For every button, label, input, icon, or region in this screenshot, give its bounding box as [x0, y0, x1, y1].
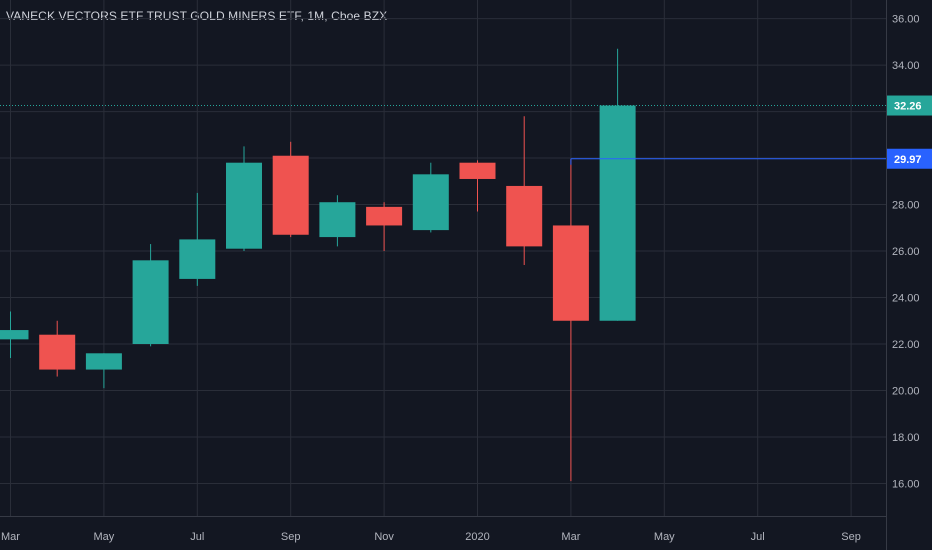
y-tick-label: 28.00 [892, 200, 920, 212]
candle-body [226, 162, 262, 249]
x-tick-label: Sep [281, 531, 301, 543]
candle-body [506, 185, 543, 247]
x-tick-label: May [654, 531, 675, 543]
candle [179, 192, 216, 286]
candle [459, 160, 496, 212]
x-tick-label: Jul [751, 531, 765, 543]
candle [412, 162, 449, 233]
y-tick-label: 18.00 [892, 432, 920, 444]
candle-body [599, 105, 636, 321]
price-badge-label: 29.97 [894, 154, 922, 166]
candle [132, 244, 169, 347]
candle-body [459, 162, 496, 179]
y-tick-label: 20.00 [892, 385, 920, 397]
candle [226, 146, 262, 252]
price-badge [887, 148, 932, 169]
candle-body [319, 202, 356, 238]
price-lines [0, 105, 886, 165]
candle-body [39, 334, 76, 370]
x-tick-label: 2020 [465, 531, 489, 543]
candle [85, 353, 122, 389]
x-tick-label: Jul [190, 531, 204, 543]
x-tick-label: Nov [374, 531, 394, 543]
candle [39, 320, 76, 377]
price-badge-label: 32.26 [894, 101, 922, 113]
y-tick-label: 26.00 [892, 246, 920, 258]
x-tick-label: Mar [1, 531, 20, 543]
candle-body [179, 239, 216, 279]
candle [272, 141, 309, 238]
candle [552, 158, 589, 482]
x-tick-label: Sep [841, 531, 861, 543]
y-tick-label: 22.00 [892, 339, 920, 351]
candle [319, 195, 356, 247]
candle-body [272, 155, 309, 235]
x-tick-label: May [94, 531, 115, 543]
candle-body [0, 330, 29, 340]
candle-body [366, 206, 403, 226]
candle-body [552, 225, 589, 321]
x-tick-label: Mar [561, 531, 580, 543]
price-badge [887, 95, 932, 116]
candle [599, 48, 636, 321]
candles [0, 48, 636, 482]
candle-body [132, 260, 169, 344]
y-tick-label: 24.00 [892, 293, 920, 305]
candle [0, 311, 29, 358]
candle [506, 116, 543, 265]
y-tick-label: 36.00 [892, 14, 920, 26]
chart-title: VANECK VECTORS ETF TRUST GOLD MINERS ETF… [6, 9, 388, 23]
y-tick-label: 34.00 [892, 60, 920, 72]
candle [366, 202, 403, 252]
grid [0, 0, 886, 516]
candle-body [412, 174, 449, 231]
y-tick-label: 16.00 [892, 478, 920, 490]
candle-body [85, 353, 122, 370]
